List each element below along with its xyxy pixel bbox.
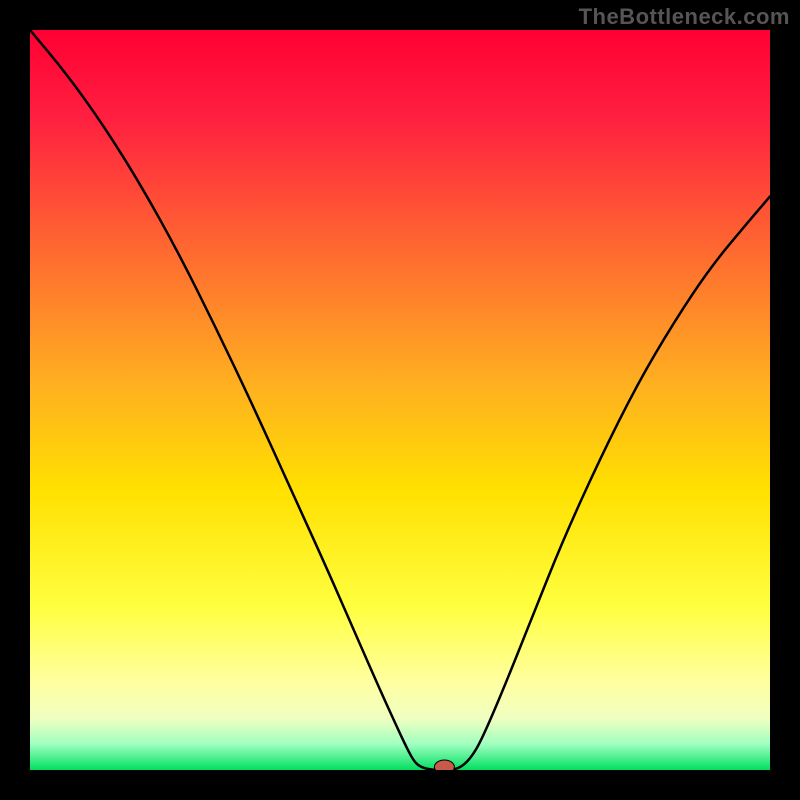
bottleneck-curve [30,30,770,770]
plot-area [30,30,770,770]
watermark-text: TheBottleneck.com [579,4,790,30]
optimum-marker [434,760,454,770]
curve-path [30,30,770,770]
